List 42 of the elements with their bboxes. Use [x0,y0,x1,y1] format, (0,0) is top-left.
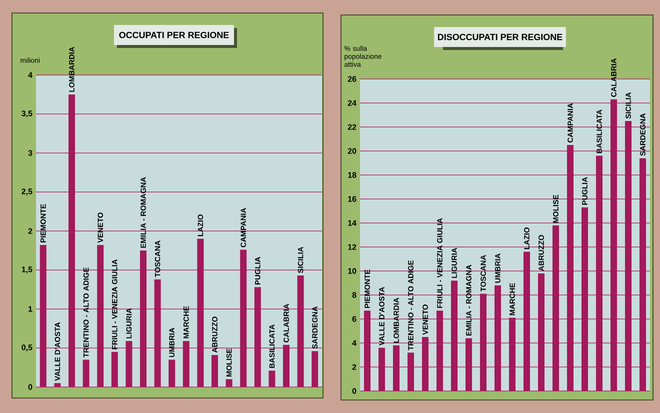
bar [364,310,371,391]
bar [567,144,574,391]
bar [268,370,276,387]
bar [283,344,290,387]
bar [408,352,414,391]
bar [40,245,46,387]
bar [54,383,61,387]
bar [393,345,400,391]
chart-title: OCCUPATI PER REGIONE [119,32,229,38]
bar [168,360,176,387]
bar [640,158,646,391]
bar [212,355,218,387]
bar [610,99,618,391]
bar [582,207,588,391]
bar [182,340,190,387]
bar [68,94,76,387]
bar [97,245,104,387]
chart-title: DISOCCUPATI PER REGIONE [438,34,562,40]
bar [240,250,247,387]
bar [480,294,487,391]
bar [140,250,147,387]
bar [297,275,304,387]
bar [312,351,318,387]
bar [254,287,261,387]
bar [82,360,90,387]
bar [625,120,632,391]
bar [111,352,118,387]
bar [596,156,603,391]
bar [126,340,132,387]
bar [197,238,204,387]
bar [422,337,429,391]
bar [509,318,516,391]
bar [378,348,386,391]
bar [524,252,530,391]
bar [226,379,232,387]
bar [552,225,560,391]
bar [451,280,458,391]
bar [538,273,545,391]
bar [436,310,444,391]
bar [494,285,502,391]
bar [154,279,161,387]
bar [466,338,472,391]
